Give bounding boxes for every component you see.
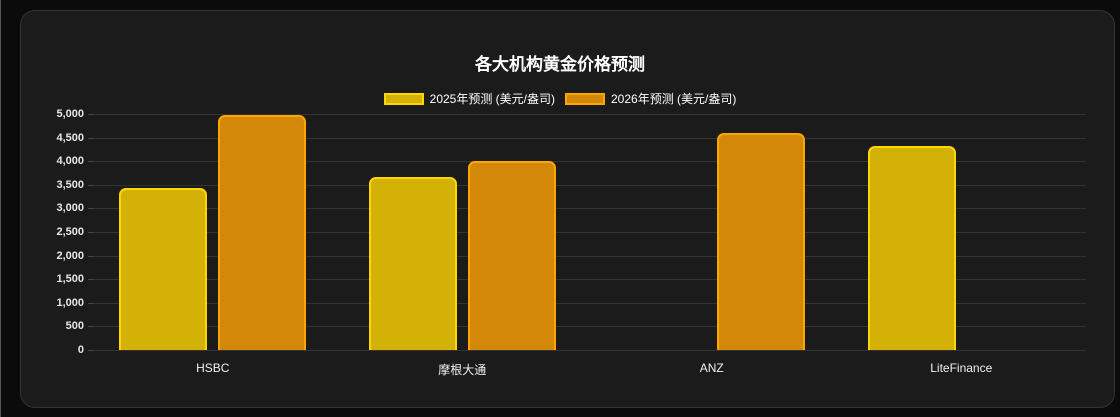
window-edge xyxy=(0,0,1,417)
gridline xyxy=(94,326,1086,327)
y-tick-label: 3,000 xyxy=(56,202,84,214)
bar[interactable] xyxy=(467,161,556,350)
y-tick-label: 4,000 xyxy=(56,155,84,167)
bar[interactable] xyxy=(368,176,457,350)
legend-item-2025[interactable]: 2025年预测 (美元/盎司) xyxy=(383,90,555,107)
y-tick-mark xyxy=(88,350,94,351)
gridline xyxy=(94,138,1086,139)
gridline xyxy=(94,232,1086,233)
x-tick-label: HSBC xyxy=(196,361,230,375)
y-tick-mark xyxy=(88,326,94,327)
chart-legend: 2025年预测 (美元/盎司) 2026年预测 (美元/盎司) xyxy=(0,90,1120,107)
y-tick-mark xyxy=(88,232,94,233)
y-tick-mark xyxy=(88,279,94,280)
gridline xyxy=(94,114,1086,115)
gridline xyxy=(94,350,1086,351)
legend-swatch-2026 xyxy=(565,92,605,105)
y-tick-label: 0 xyxy=(77,344,84,356)
bar[interactable] xyxy=(119,188,208,350)
y-tick-mark xyxy=(88,185,94,186)
y-tick-mark xyxy=(88,208,94,209)
gridline xyxy=(94,208,1086,209)
bar[interactable] xyxy=(867,145,956,350)
gridline xyxy=(94,256,1086,257)
legend-label-2026: 2026年预测 (美元/盎司) xyxy=(611,92,737,106)
y-tick-label: 4,500 xyxy=(56,132,84,144)
y-tick-mark xyxy=(88,303,94,304)
y-tick-label: 2,000 xyxy=(56,250,84,262)
bar[interactable] xyxy=(218,115,307,350)
y-tick-mark xyxy=(88,256,94,257)
y-tick-mark xyxy=(88,161,94,162)
y-tick-label: 5,000 xyxy=(56,108,84,120)
y-tick-mark xyxy=(88,114,94,115)
gridline xyxy=(94,185,1086,186)
gridline xyxy=(94,279,1086,280)
y-tick-label: 1,000 xyxy=(56,297,84,309)
legend-item-2026[interactable]: 2026年预测 (美元/盎司) xyxy=(565,90,736,107)
y-tick-label: 3,500 xyxy=(56,179,84,191)
y-tick-label: 1,500 xyxy=(56,273,84,285)
x-tick-label: ANZ xyxy=(699,361,724,375)
gridline xyxy=(94,303,1086,304)
x-tick-label: LiteFinance xyxy=(930,361,993,375)
legend-label-2025: 2025年预测 (美元/盎司) xyxy=(429,92,555,106)
bar[interactable] xyxy=(717,132,806,350)
gridline xyxy=(94,161,1086,162)
chart-title: 各大机构黄金价格预测 xyxy=(475,55,645,74)
y-tick-label: 2,500 xyxy=(56,226,84,238)
x-tick-label: 摩根大通 xyxy=(438,363,487,377)
legend-swatch-2025 xyxy=(383,92,424,105)
y-tick-mark xyxy=(88,138,94,139)
y-tick-label: 500 xyxy=(65,320,84,332)
